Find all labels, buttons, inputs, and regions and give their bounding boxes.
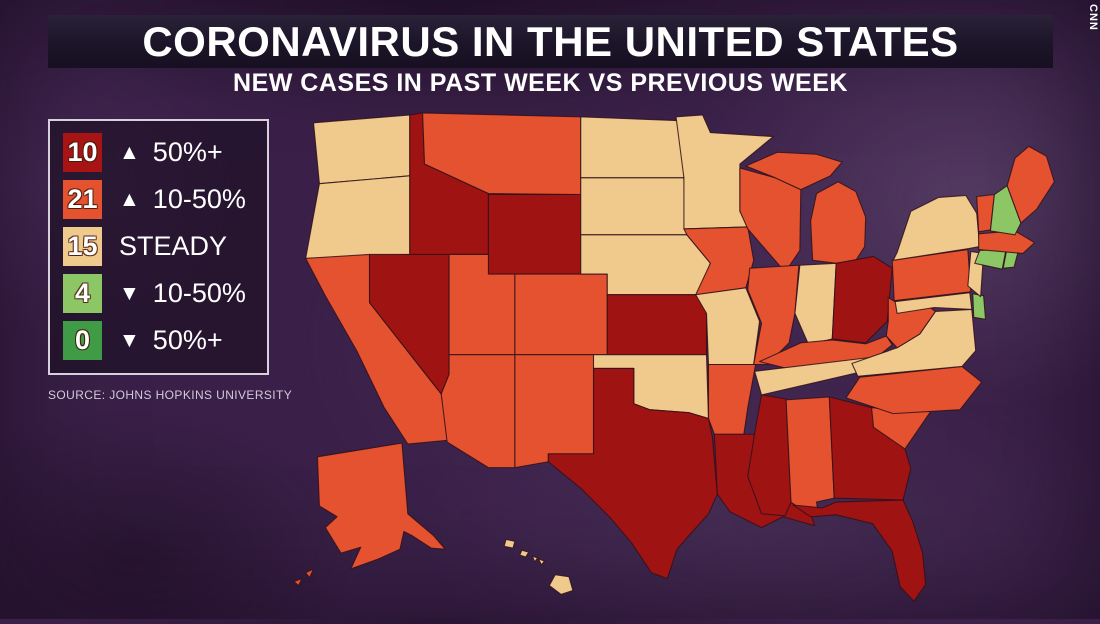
map-legend: 10 ▲ 50%+ 21 ▲ 10-50% 15 STEADY 4 ▼ 10-5… (48, 119, 269, 375)
source-attribution: SOURCE: JOHNS HOPKINS UNIVERSITY (48, 388, 293, 402)
state-AL (785, 396, 835, 517)
legend-label-text: STEADY (119, 231, 228, 261)
state-TX (547, 367, 718, 580)
state-AR (707, 363, 757, 435)
state-OH (831, 255, 893, 344)
state-IN (794, 262, 837, 346)
state-FL (792, 499, 927, 602)
state-SD (580, 177, 688, 236)
us-choropleth-map (286, 103, 1072, 624)
cnn-logo: CNN (1087, 4, 1099, 31)
state-HI (548, 574, 574, 595)
down-triangle-icon: ▼ (119, 281, 140, 305)
legend-item-steady: 15 STEADY (63, 227, 257, 266)
legend-swatch-up-10-50: 21 (63, 180, 102, 219)
legend-label-text: 50%+ (152, 137, 223, 167)
title-banner: CORONAVIRUS IN THE UNITED STATES (48, 15, 1053, 68)
state-CO (514, 273, 608, 356)
legend-swatch-down-50: 0 (63, 321, 102, 360)
page-title: CORONAVIRUS IN THE UNITED STATES (142, 17, 959, 65)
up-triangle-icon: ▲ (119, 187, 140, 211)
legend-label-text: 10-50% (152, 184, 246, 214)
state-AK (293, 578, 303, 587)
state-MI (745, 151, 843, 191)
state-HI (532, 555, 539, 563)
state-ND (580, 116, 685, 179)
state-IL (747, 264, 800, 366)
state-OR (305, 175, 411, 259)
state-HI (519, 549, 530, 558)
state-ME (1006, 145, 1055, 224)
state-AK (316, 442, 446, 570)
state-HI (503, 538, 516, 549)
state-NY (892, 194, 981, 261)
state-DE (972, 293, 987, 320)
state-MD (894, 292, 973, 314)
legend-item-up-10-50: 21 ▲ 10-50% (63, 180, 257, 219)
subtitle-banner: NEW CASES IN PAST WEEK VS PREVIOUS WEEK (45, 68, 1036, 99)
state-MA (978, 230, 1036, 255)
page-subtitle: NEW CASES IN PAST WEEK VS PREVIOUS WEEK (233, 69, 848, 97)
legend-swatch-steady: 15 (63, 227, 102, 266)
legend-label-text: 10-50% (152, 278, 246, 308)
legend-label-text: 50%+ (152, 325, 223, 355)
state-WY (487, 193, 582, 275)
state-AZ (440, 354, 516, 469)
us-map-svg (293, 112, 1055, 602)
state-KS (606, 294, 708, 356)
state-MI (810, 181, 867, 264)
legend-swatch-down-10-50: 4 (63, 274, 102, 313)
legend-item-up-50: 10 ▲ 50%+ (63, 133, 257, 172)
legend-item-down-50: 0 ▼ 50%+ (63, 321, 257, 360)
state-NM (514, 354, 595, 469)
legend-item-down-10-50: 4 ▼ 10-50% (63, 274, 257, 313)
state-AK (305, 568, 315, 579)
up-triangle-icon: ▲ (119, 140, 140, 164)
state-NH (989, 185, 1022, 236)
state-WA (312, 114, 411, 185)
legend-swatch-up-50: 10 (63, 133, 102, 172)
state-HI (537, 558, 545, 566)
down-triangle-icon: ▼ (119, 328, 140, 352)
